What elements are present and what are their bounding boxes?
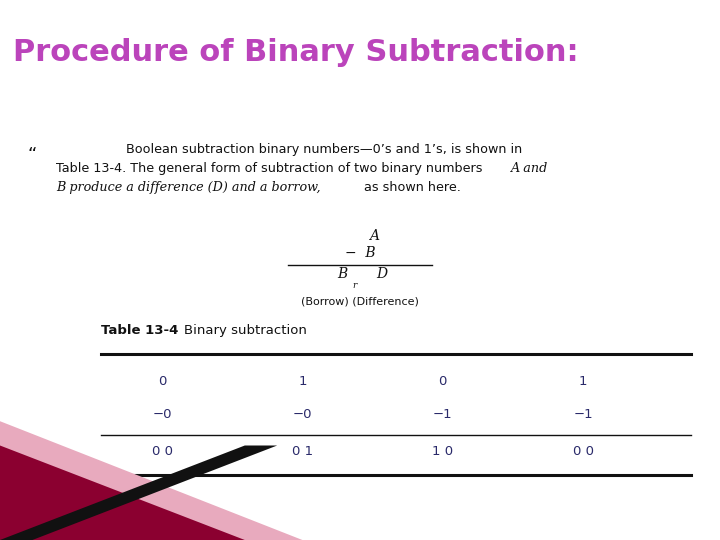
Polygon shape <box>0 421 302 540</box>
Polygon shape <box>0 446 245 540</box>
Text: B produce a difference (D) and a borrow,: B produce a difference (D) and a borrow, <box>56 181 320 194</box>
Text: B: B <box>337 267 347 281</box>
Text: 0: 0 <box>438 375 447 388</box>
Text: Boolean subtraction binary numbers—0’s and 1’s, is shown in: Boolean subtraction binary numbers—0’s a… <box>126 143 522 156</box>
Text: Procedure of Binary Subtraction:: Procedure of Binary Subtraction: <box>13 38 579 67</box>
Text: “: “ <box>27 146 37 164</box>
Text: 0: 0 <box>158 375 166 388</box>
Text: −0: −0 <box>152 408 172 421</box>
Text: A: A <box>369 230 379 244</box>
Text: as shown here.: as shown here. <box>360 181 461 194</box>
Text: 0 0: 0 0 <box>572 446 594 458</box>
Text: (Borrow) (Difference): (Borrow) (Difference) <box>301 297 419 307</box>
Text: Table 13-4: Table 13-4 <box>101 324 178 337</box>
Text: r: r <box>353 281 357 290</box>
Text: Binary subtraction: Binary subtraction <box>184 324 307 337</box>
Text: 0 0: 0 0 <box>151 446 173 458</box>
Text: 1 0: 1 0 <box>432 446 454 458</box>
Text: A and: A and <box>511 162 549 175</box>
Text: −  B: − B <box>345 246 375 260</box>
Text: 0 1: 0 1 <box>292 446 313 458</box>
Text: 1: 1 <box>298 375 307 388</box>
Text: Table 13-4. The general form of subtraction of two binary numbers: Table 13-4. The general form of subtract… <box>56 162 487 175</box>
Text: 1: 1 <box>579 375 588 388</box>
Text: −0: −0 <box>292 408 312 421</box>
Text: D: D <box>376 267 387 281</box>
Polygon shape <box>0 446 277 540</box>
Text: −1: −1 <box>433 408 453 421</box>
Text: −1: −1 <box>573 408 593 421</box>
